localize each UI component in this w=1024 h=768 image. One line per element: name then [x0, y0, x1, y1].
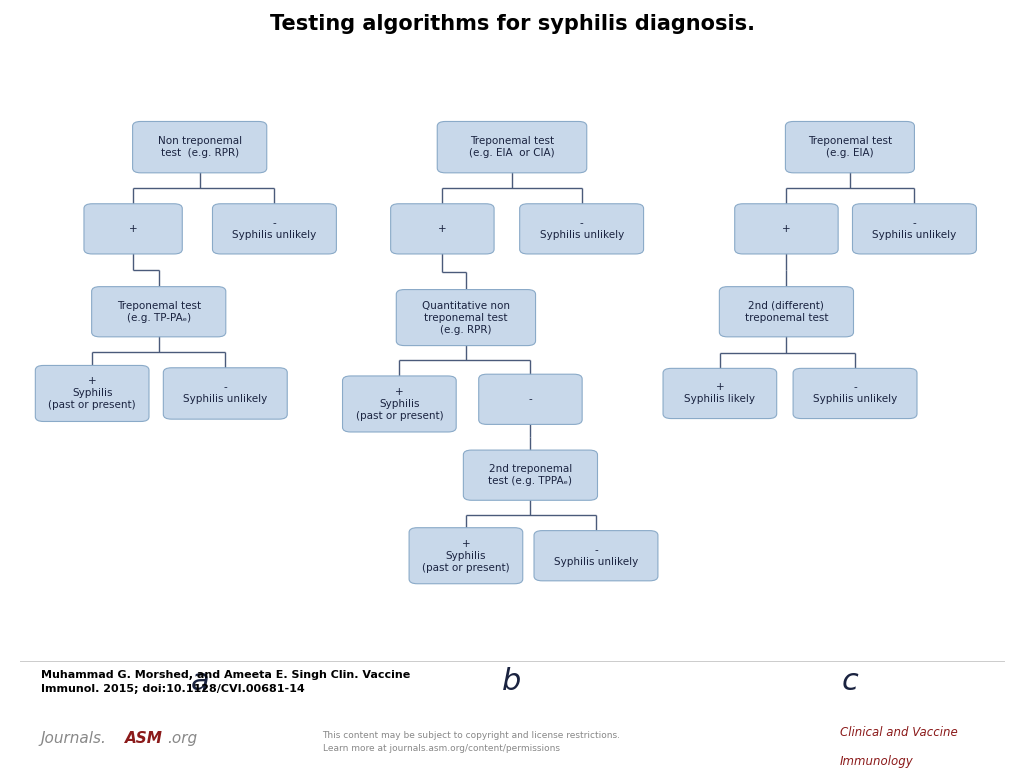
Text: -
Syphilis unlikely: - Syphilis unlikely [813, 382, 897, 405]
Text: +: + [782, 223, 791, 234]
Text: -
Syphilis unlikely: - Syphilis unlikely [540, 218, 624, 240]
FancyBboxPatch shape [342, 376, 457, 432]
Text: Immunology: Immunology [840, 755, 913, 768]
Text: Treponemal test
(e.g. TP-PAₑ): Treponemal test (e.g. TP-PAₑ) [117, 301, 201, 323]
Text: +
Syphilis
(past or present): + Syphilis (past or present) [355, 387, 443, 421]
Text: -
Syphilis unlikely: - Syphilis unlikely [554, 545, 638, 567]
Text: ASM: ASM [125, 731, 163, 746]
FancyBboxPatch shape [35, 366, 150, 422]
Text: Non treponemal
test  (e.g. RPR): Non treponemal test (e.g. RPR) [158, 136, 242, 158]
FancyBboxPatch shape [164, 368, 287, 419]
Text: a: a [190, 667, 209, 696]
Text: This content may be subject to copyright and license restrictions.
Learn more at: This content may be subject to copyright… [323, 731, 621, 753]
Text: Treponemal test
(e.g. EIA  or CIA): Treponemal test (e.g. EIA or CIA) [469, 136, 555, 158]
FancyBboxPatch shape [396, 290, 536, 346]
Text: -: - [528, 394, 532, 404]
FancyBboxPatch shape [391, 204, 495, 254]
Text: Quantitative non
treponemal test
(e.g. RPR): Quantitative non treponemal test (e.g. R… [422, 300, 510, 335]
Text: -
Syphilis unlikely: - Syphilis unlikely [872, 218, 956, 240]
FancyBboxPatch shape [84, 204, 182, 254]
FancyBboxPatch shape [410, 528, 523, 584]
FancyBboxPatch shape [664, 369, 776, 419]
Text: +: + [438, 223, 446, 234]
FancyBboxPatch shape [479, 374, 582, 425]
Text: -
Syphilis unlikely: - Syphilis unlikely [232, 218, 316, 240]
FancyBboxPatch shape [213, 204, 336, 254]
Text: +
Syphilis likely: + Syphilis likely [684, 382, 756, 405]
FancyBboxPatch shape [133, 121, 266, 173]
Text: 2nd (different)
treponemal test: 2nd (different) treponemal test [744, 301, 828, 323]
FancyBboxPatch shape [785, 121, 914, 173]
Text: 2nd treponemal
test (e.g. TPPAₑ): 2nd treponemal test (e.g. TPPAₑ) [488, 464, 572, 486]
FancyBboxPatch shape [735, 204, 838, 254]
Text: +
Syphilis
(past or present): + Syphilis (past or present) [48, 376, 136, 410]
Text: Muhammad G. Morshed, and Ameeta E. Singh Clin. Vaccine
Immunol. 2015; doi:10.112: Muhammad G. Morshed, and Ameeta E. Singh… [41, 670, 411, 694]
Text: Journals.: Journals. [41, 731, 106, 746]
Text: +: + [129, 223, 137, 234]
FancyBboxPatch shape [852, 204, 977, 254]
FancyBboxPatch shape [463, 450, 598, 500]
Text: Clinical and Vaccine: Clinical and Vaccine [840, 727, 957, 740]
Text: c: c [842, 667, 858, 696]
FancyBboxPatch shape [719, 286, 854, 337]
FancyBboxPatch shape [793, 369, 918, 419]
FancyBboxPatch shape [92, 286, 225, 337]
Text: Testing algorithms for syphilis diagnosis.: Testing algorithms for syphilis diagnosi… [269, 14, 755, 35]
Text: +
Syphilis
(past or present): + Syphilis (past or present) [422, 538, 510, 573]
Text: b: b [503, 667, 521, 696]
Text: -
Syphilis unlikely: - Syphilis unlikely [183, 382, 267, 405]
FancyBboxPatch shape [437, 121, 587, 173]
Text: .org: .org [167, 731, 197, 746]
FancyBboxPatch shape [535, 531, 657, 581]
FancyBboxPatch shape [519, 204, 643, 254]
Text: Treponemal test
(e.g. EIA): Treponemal test (e.g. EIA) [808, 136, 892, 158]
